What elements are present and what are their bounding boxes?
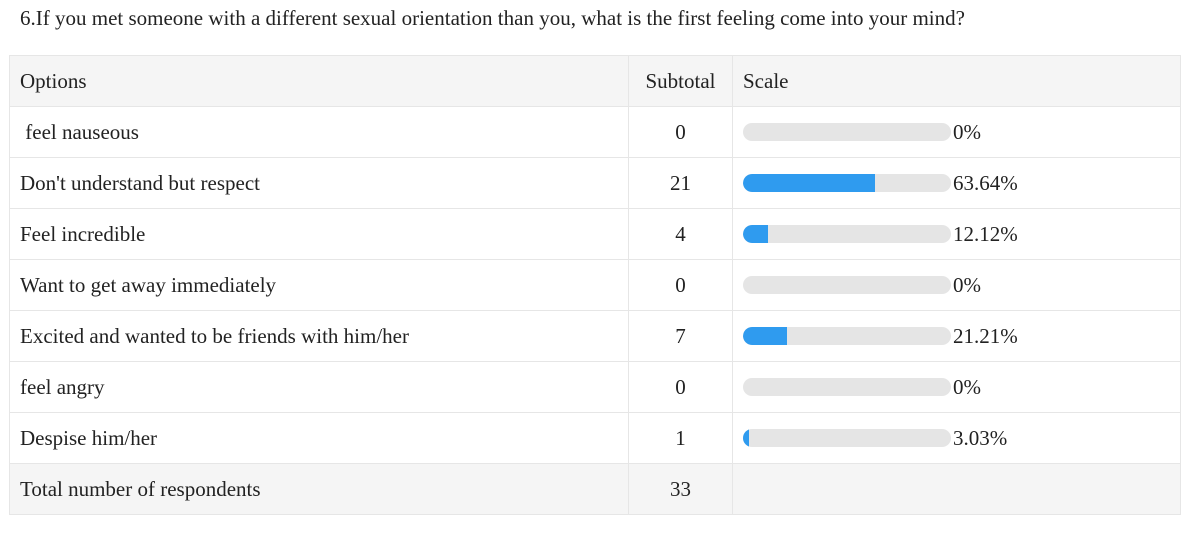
- progress-bar-track: [743, 429, 951, 447]
- table-header-row: Options Subtotal Scale: [9, 55, 1181, 107]
- option-label: Despise him/her: [9, 412, 629, 464]
- progress-bar-track: [743, 174, 951, 192]
- question-title: 6.If you met someone with a different se…: [20, 6, 965, 30]
- option-scale: 0%: [732, 106, 1181, 158]
- progress-bar-fill: [743, 429, 750, 447]
- option-scale: 63.64%: [732, 157, 1181, 209]
- option-label: Excited and wanted to be friends with hi…: [9, 310, 629, 362]
- option-subtotal: 0: [628, 259, 733, 311]
- progress-bar-track: [743, 123, 951, 141]
- option-percent: 12.12%: [953, 221, 1018, 246]
- option-subtotal: 0: [628, 361, 733, 413]
- progress-bar-fill: [743, 174, 876, 192]
- option-label: Want to get away immediately: [9, 259, 629, 311]
- table-row: Despise him/her 1 3.03%: [9, 412, 1181, 464]
- total-value: 33: [628, 463, 733, 515]
- option-percent: 0%: [953, 272, 981, 297]
- table-row: Excited and wanted to be friends with hi…: [9, 310, 1181, 362]
- option-subtotal: 0: [628, 106, 733, 158]
- table-row: Want to get away immediately 0 0%: [9, 259, 1181, 311]
- table-row: Feel incredible 4 12.12%: [9, 208, 1181, 260]
- option-scale: 3.03%: [732, 412, 1181, 464]
- header-subtotal: Subtotal: [628, 55, 733, 107]
- table-row: Don't understand but respect 21 63.64%: [9, 157, 1181, 209]
- option-label: feel angry: [9, 361, 629, 413]
- option-percent: 0%: [953, 374, 981, 399]
- option-label: Don't understand but respect: [9, 157, 629, 209]
- results-table: Options Subtotal Scale feel nauseous 0 0…: [9, 55, 1181, 515]
- progress-bar-track: [743, 225, 951, 243]
- table-row: feel angry 0 0%: [9, 361, 1181, 413]
- header-options: Options: [9, 55, 629, 107]
- progress-bar-track: [743, 276, 951, 294]
- header-scale: Scale: [732, 55, 1181, 107]
- total-scale-empty: [732, 463, 1181, 515]
- option-scale: 0%: [732, 361, 1181, 413]
- progress-bar-track: [743, 378, 951, 396]
- total-label: Total number of respondents: [9, 463, 629, 515]
- option-percent: 0%: [953, 119, 981, 144]
- option-scale: 0%: [732, 259, 1181, 311]
- option-percent: 3.03%: [953, 425, 1008, 450]
- table-row: feel nauseous 0 0%: [9, 106, 1181, 158]
- option-subtotal: 21: [628, 157, 733, 209]
- option-label: Feel incredible: [9, 208, 629, 260]
- total-row: Total number of respondents 33: [9, 463, 1181, 515]
- progress-bar-track: [743, 327, 951, 345]
- option-percent: 63.64%: [953, 170, 1018, 195]
- progress-bar-fill: [743, 225, 769, 243]
- option-scale: 12.12%: [732, 208, 1181, 260]
- option-subtotal: 7: [628, 310, 733, 362]
- option-label: feel nauseous: [9, 106, 629, 158]
- option-subtotal: 4: [628, 208, 733, 260]
- option-subtotal: 1: [628, 412, 733, 464]
- option-scale: 21.21%: [732, 310, 1181, 362]
- progress-bar-fill: [743, 327, 788, 345]
- option-percent: 21.21%: [953, 323, 1018, 348]
